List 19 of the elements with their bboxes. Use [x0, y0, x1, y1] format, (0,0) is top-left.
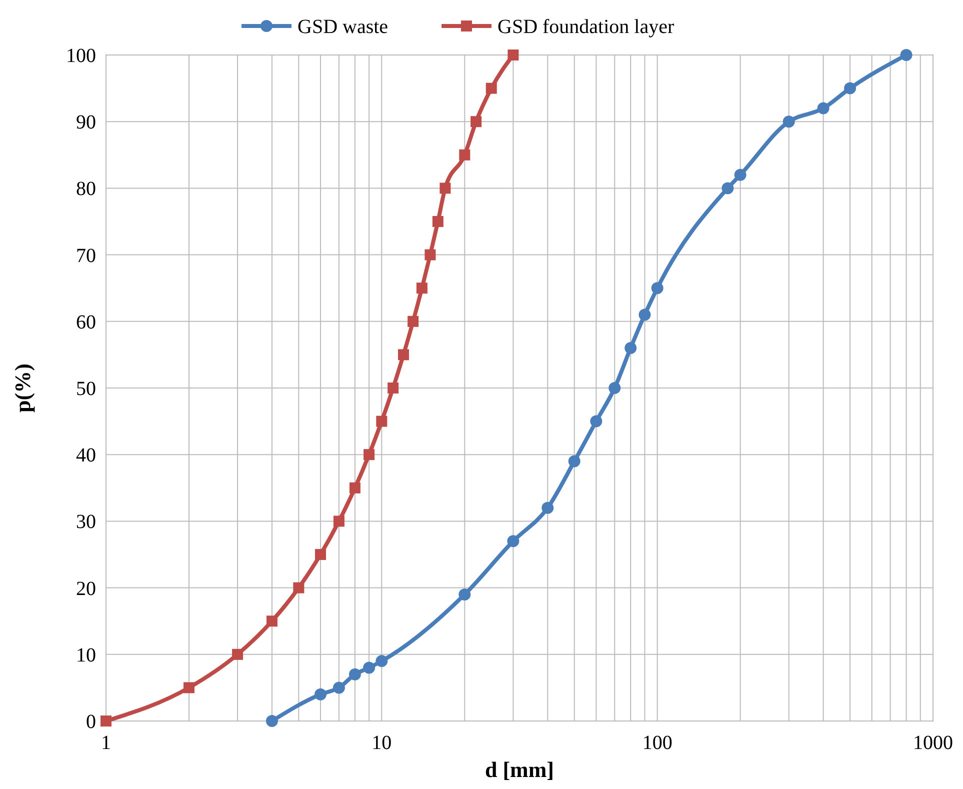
- legend-label: GSD foundation layer: [498, 16, 674, 38]
- y-tick-label: 100: [66, 45, 96, 67]
- x-tick-label: 100: [642, 732, 672, 754]
- y-tick-label: 50: [76, 378, 96, 400]
- y-tick-label: 70: [76, 244, 96, 267]
- y-tick-label: 20: [76, 578, 96, 600]
- x-tick-label: 10: [372, 732, 392, 754]
- x-tick-label: 1: [101, 732, 111, 754]
- y-tick-label: 80: [76, 178, 96, 200]
- y-tick-label: 0: [86, 711, 96, 733]
- x-tick-label: 1000: [913, 732, 953, 754]
- y-axis-title: p(%): [10, 364, 35, 412]
- y-tick-label: 60: [76, 311, 96, 334]
- y-tick-label: 10: [76, 644, 96, 666]
- x-axis-title: d [mm]: [484, 757, 554, 782]
- y-tick-label: 90: [76, 112, 96, 134]
- y-tick-label: 30: [76, 511, 96, 534]
- y-tick-label: 40: [76, 444, 96, 467]
- legend-label: GSD waste: [298, 16, 388, 38]
